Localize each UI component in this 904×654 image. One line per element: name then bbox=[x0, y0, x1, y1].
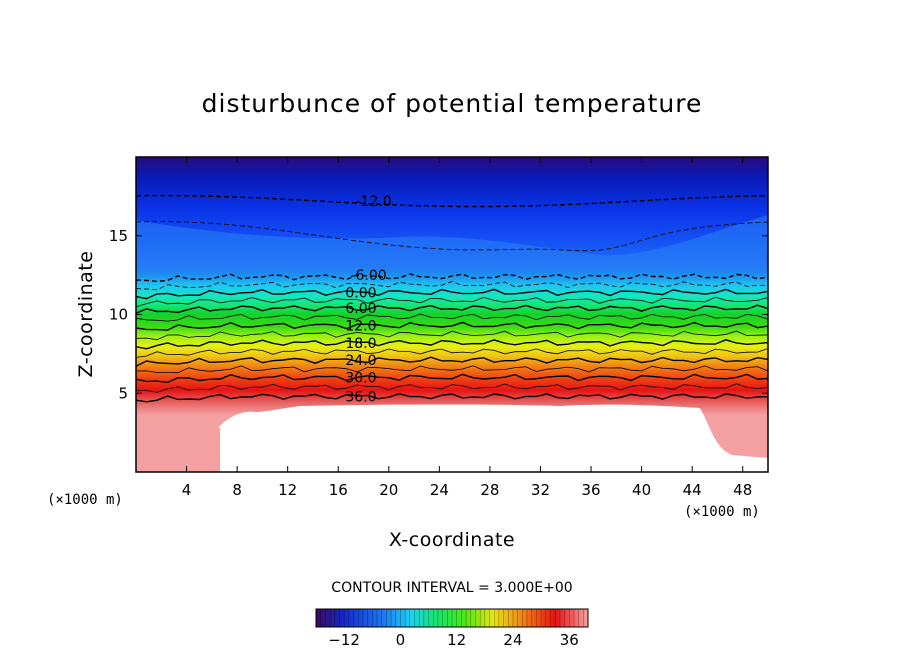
y-tick-label: 10 bbox=[109, 306, 128, 324]
contour-line bbox=[136, 296, 768, 308]
chart-title: disturbunce of potential temperature bbox=[202, 89, 703, 118]
y-tick-label: 15 bbox=[109, 227, 128, 245]
contour-label: 36.0 bbox=[345, 389, 376, 405]
colorbar-tick-label: 24 bbox=[503, 631, 522, 649]
colorbar-ticks: −12 0 12 24 36 bbox=[328, 631, 578, 649]
contour-label: 12.0 bbox=[345, 319, 376, 335]
contour-line bbox=[136, 221, 768, 252]
y-ticks: 5 10 15 bbox=[109, 227, 768, 402]
contour-lines bbox=[136, 194, 768, 403]
contour-line bbox=[136, 321, 768, 331]
contour-line bbox=[136, 373, 768, 384]
contour-line bbox=[136, 194, 768, 208]
contour-label: 24.0 bbox=[345, 353, 376, 369]
contour-line bbox=[136, 356, 768, 367]
contour-line bbox=[136, 304, 768, 314]
contour-labels: -12.0 -6.000.006.00 12.018.024.0 30.0 36.0 bbox=[345, 194, 392, 405]
colorbar-tick-label: 36 bbox=[560, 631, 579, 649]
plot-area: -12.0 -6.000.006.00 12.018.024.0 30.0 36.0 bbox=[136, 157, 768, 472]
x-tick-label: 28 bbox=[480, 481, 499, 499]
contour-label: 6.00 bbox=[345, 301, 376, 317]
masked-region-hole bbox=[218, 411, 256, 430]
colorbar-tick-label: −12 bbox=[328, 631, 360, 649]
contour-line bbox=[136, 273, 768, 283]
colorbar-segments bbox=[320, 609, 584, 627]
contour-label: -12.0 bbox=[356, 194, 392, 210]
x-tick-label: 32 bbox=[531, 481, 550, 499]
x-tick-label: 36 bbox=[581, 481, 600, 499]
upper-field-bump bbox=[136, 215, 768, 270]
contour-label: -6.00 bbox=[350, 268, 386, 284]
masked-region bbox=[220, 404, 768, 472]
x-tick-label: 48 bbox=[733, 481, 752, 499]
x-tick-label: 24 bbox=[430, 481, 449, 499]
contour-line bbox=[136, 281, 768, 291]
contour-label: 0.00 bbox=[345, 285, 376, 301]
x-tick-label: 20 bbox=[379, 481, 398, 499]
colorbar-tick-label: 0 bbox=[396, 631, 406, 649]
x-axis-label: X-coordinate bbox=[389, 529, 515, 551]
contour-line bbox=[136, 313, 768, 322]
x-tick-label: 4 bbox=[182, 481, 192, 499]
y-axis-label: Z-coordinate bbox=[75, 251, 97, 378]
contour-interval-text: CONTOUR INTERVAL = 3.000E+00 bbox=[331, 580, 572, 596]
contour-line bbox=[136, 365, 768, 374]
contour-line bbox=[136, 393, 768, 403]
contour-line bbox=[136, 383, 768, 393]
contour-label: 30.0 bbox=[345, 371, 376, 387]
x-ticks: 4 8 12 16 20 24 28 32 36 40 44 48 bbox=[182, 157, 752, 499]
y-tick-label: 5 bbox=[118, 384, 128, 402]
x-unit-label: (×1000 m) bbox=[684, 504, 760, 520]
x-tick-label: 16 bbox=[329, 481, 348, 499]
x-tick-label: 44 bbox=[683, 481, 702, 499]
contour-label: 18.0 bbox=[345, 336, 376, 352]
contour-line bbox=[136, 339, 768, 350]
x-tick-label: 8 bbox=[232, 481, 242, 499]
contour-line bbox=[136, 348, 768, 358]
contour-line bbox=[136, 330, 768, 341]
contour-line bbox=[136, 288, 768, 300]
x-tick-label: 12 bbox=[278, 481, 297, 499]
x-tick-label: 40 bbox=[632, 481, 651, 499]
y-unit-label: (×1000 m) bbox=[47, 492, 123, 508]
colorbar-tick-label: 12 bbox=[447, 631, 466, 649]
